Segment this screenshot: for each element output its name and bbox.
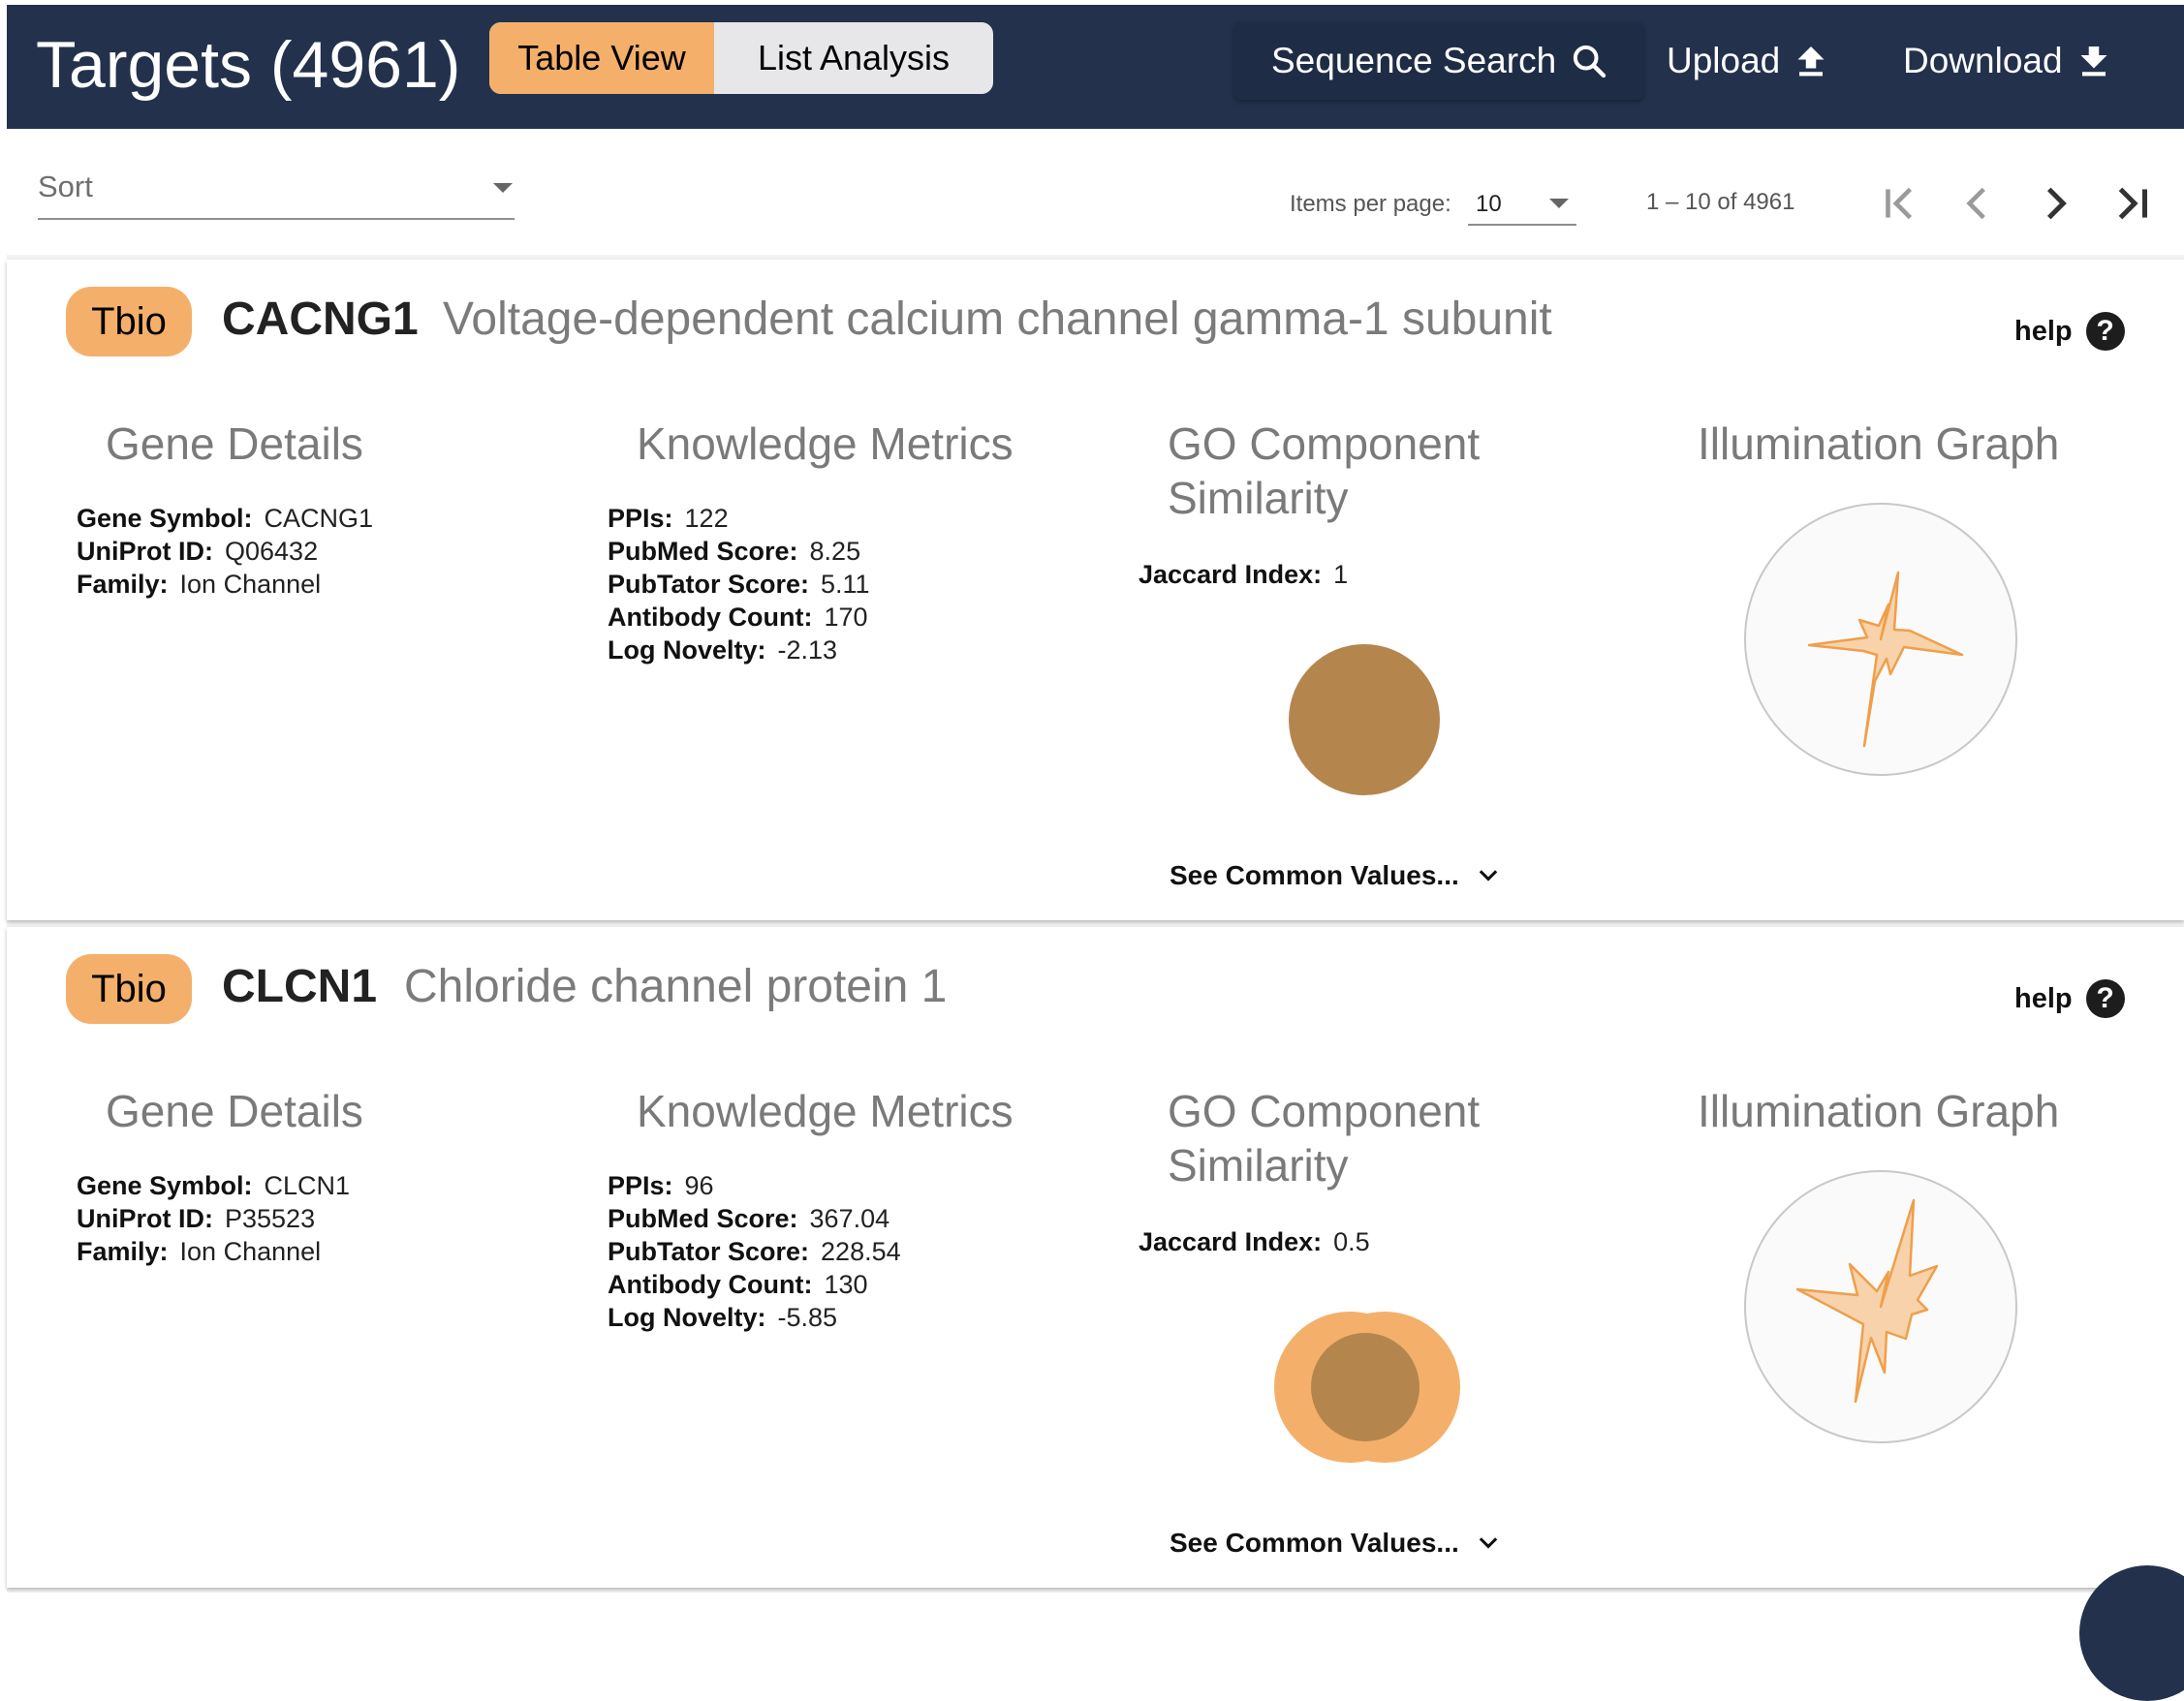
jaccard-index-row: Jaccard Index: 0.5 (1139, 1227, 1370, 1256)
first-page-icon[interactable] (1876, 179, 1924, 228)
tdl-badge[interactable]: Tbio (66, 287, 192, 356)
uniprot-row: UniProt ID: Q06432 (77, 537, 319, 566)
jaccard-index-row: Jaccard Index: 1 (1139, 560, 1349, 589)
upload-icon (1797, 46, 1825, 77)
page-range-label: 1 – 10 of 4961 (1646, 189, 1795, 215)
ppis-row: PPIs: 96 (608, 1171, 714, 1200)
help-label: help (2014, 315, 2073, 347)
table-view-button[interactable]: Table View (489, 22, 714, 94)
antibody-count-row: Antibody Count: 130 (608, 1270, 868, 1299)
chevron-down-icon (1479, 1537, 1498, 1549)
download-button[interactable]: Download (1903, 22, 2111, 100)
illumination-radar-chart (1744, 1170, 2017, 1443)
chevron-down-icon (493, 183, 513, 193)
app-header: Targets (4961) Table View List Analysis … (7, 5, 2184, 129)
help-button[interactable]: help ? (2014, 979, 2125, 1018)
go-similarity-title: GO Component Similarity (1168, 1086, 1481, 1191)
page-title: Targets (4961) (36, 28, 461, 102)
upload-label: Upload (1667, 41, 1781, 80)
illumination-graph-title: Illumination Graph (1698, 418, 2060, 469)
list-analysis-button[interactable]: List Analysis (757, 38, 951, 77)
chevron-down-icon (1479, 870, 1498, 881)
knowledge-metrics-title: Knowledge Metrics (637, 418, 1014, 469)
knowledge-metrics-title: Knowledge Metrics (637, 1086, 1014, 1136)
illumination-radar-chart (1744, 503, 2017, 776)
prev-page-icon[interactable] (1953, 179, 2002, 228)
go-venn-diagram (1274, 1312, 1460, 1463)
view-toggle: Table View List Analysis (489, 22, 993, 94)
target-name: Chloride channel protein 1 (404, 961, 948, 1012)
tdl-badge[interactable]: Tbio (66, 954, 192, 1024)
see-common-values-toggle[interactable]: See Common Values... (1170, 1528, 1502, 1559)
sequence-search-label: Sequence Search (1271, 41, 1557, 80)
target-card: Tbio CACNG1 Voltage-dependent calcium ch… (7, 260, 2184, 920)
go-similarity-title: GO Component Similarity (1168, 418, 1481, 523)
illumination-radar-shape (1795, 1198, 1939, 1404)
pubmed-score-row: PubMed Score: 367.04 (608, 1204, 890, 1233)
last-page-icon[interactable] (2108, 179, 2157, 228)
target-symbol[interactable]: CLCN1 (222, 961, 378, 1012)
target-symbol[interactable]: CACNG1 (222, 294, 419, 345)
pubmed-score-row: PubMed Score: 8.25 (608, 537, 861, 566)
items-per-page-value: 10 (1476, 191, 1502, 217)
next-page-icon[interactable] (2031, 179, 2079, 228)
gene-details-title: Gene Details (106, 1086, 363, 1136)
pubtator-score-row: PubTator Score: 5.11 (608, 570, 870, 599)
download-icon (2080, 46, 2107, 77)
pubtator-score-row: PubTator Score: 228.54 (608, 1237, 901, 1266)
help-label: help (2014, 982, 2073, 1014)
antibody-count-row: Antibody Count: 170 (608, 603, 868, 632)
list-toolbar: Sort Items per page: 10 1 – 10 of 4961 (7, 129, 2184, 255)
gene-details-title: Gene Details (106, 418, 363, 469)
gene-symbol-row: Gene Symbol: CACNG1 (77, 504, 374, 533)
log-novelty-row: Log Novelty: -2.13 (608, 635, 838, 665)
go-venn-diagram (1289, 644, 1440, 795)
sort-label: Sort (38, 170, 93, 203)
items-per-page-dropdown[interactable]: 10 (1468, 183, 1576, 226)
help-icon: ? (2085, 312, 2125, 351)
illumination-graph-title: Illumination Graph (1698, 1086, 2060, 1136)
see-common-values-toggle[interactable]: See Common Values... (1170, 860, 1502, 891)
help-button[interactable]: help ? (2014, 312, 2125, 351)
help-icon: ? (2085, 979, 2125, 1018)
ppis-row: PPIs: 122 (608, 504, 729, 533)
chevron-down-icon (1549, 199, 1569, 208)
download-label: Download (1903, 41, 2063, 80)
family-row: Family: Ion Channel (77, 570, 322, 599)
family-row: Family: Ion Channel (77, 1237, 322, 1266)
search-icon (1574, 45, 1607, 78)
sort-dropdown[interactable]: Sort (38, 166, 515, 220)
sequence-search-button[interactable]: Sequence Search (1234, 22, 1643, 100)
upload-button[interactable]: Upload (1667, 22, 1828, 100)
log-novelty-row: Log Novelty: -5.85 (608, 1303, 838, 1332)
uniprot-row: UniProt ID: P35523 (77, 1204, 316, 1233)
target-card: Tbio CLCN1 Chloride channel protein 1 he… (7, 927, 2184, 1588)
gene-symbol-row: Gene Symbol: CLCN1 (77, 1171, 351, 1200)
illumination-radar-shape (1807, 571, 1964, 748)
target-name: Voltage-dependent calcium channel gamma-… (443, 294, 1552, 345)
items-per-page-label: Items per page: (1290, 191, 1451, 217)
